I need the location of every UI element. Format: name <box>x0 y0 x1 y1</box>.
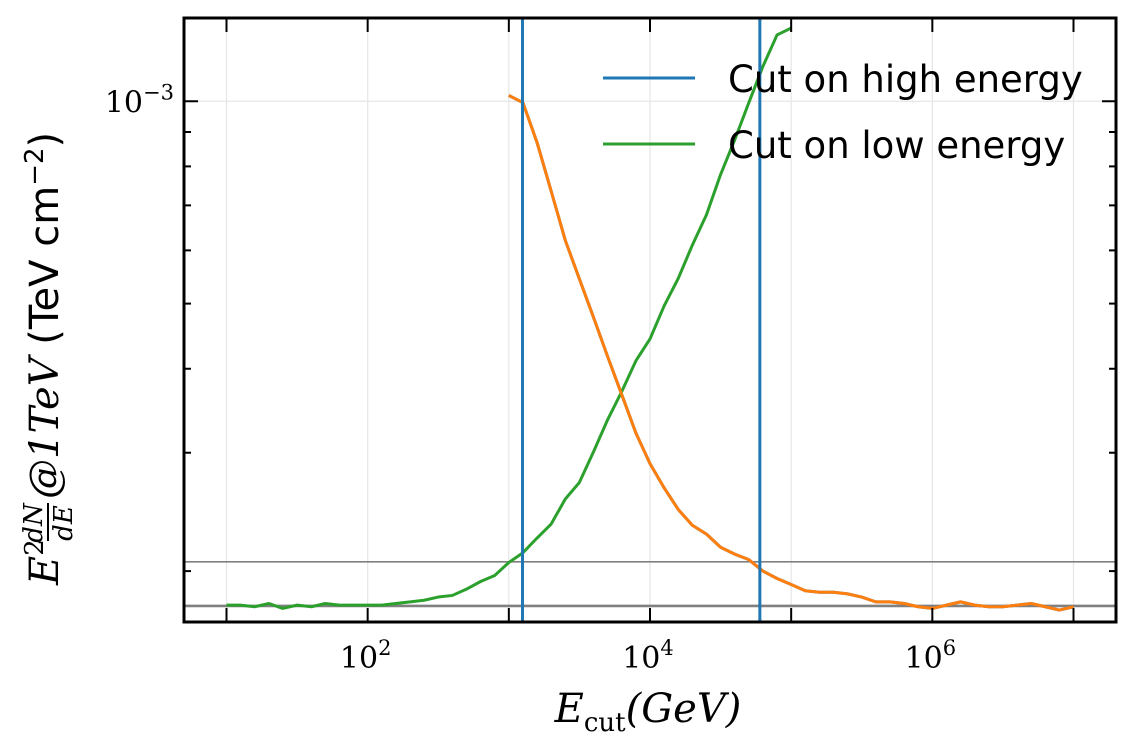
svg-text:E2: E2 <box>20 539 68 586</box>
legend-label-high: Cut on high energy <box>728 58 1083 101</box>
legend: Cut on high energy Cut on low energy <box>603 58 1083 167</box>
y-tick-label-base: 10 <box>105 85 143 120</box>
series-line-2 <box>508 94 1074 612</box>
x-tick-label-base: 10 <box>622 641 660 676</box>
x-axis-label-subscript: cut <box>584 708 626 738</box>
y-axis-label-frac-num: dN <box>19 502 49 543</box>
y-tick-label-exponent: −3 <box>143 80 174 104</box>
y-axis-label-superscript: 2 <box>20 539 50 556</box>
x-axis-label: Ecut(GeV) <box>554 686 742 738</box>
series-line-1 <box>226 26 792 610</box>
series-lines <box>226 26 1074 612</box>
x-tick-label-exponent: 4 <box>660 636 673 660</box>
x-tick-label: 102 <box>340 636 392 676</box>
y-axis-label: E2 dN dE @1TeV (TeV cm−2) <box>19 132 79 586</box>
x-tick-label-base: 10 <box>340 641 378 676</box>
legend-label-low: Cut on low energy <box>728 124 1065 167</box>
axis-ticks <box>184 18 1116 622</box>
x-tick-label-base: 10 <box>905 641 943 676</box>
grid <box>184 18 1116 622</box>
x-tick-label: 106 <box>905 636 957 676</box>
y-axis-label-frac-den: dE <box>49 505 79 541</box>
vertical-cut-lines <box>521 18 762 622</box>
y-tick-label: 10−3 <box>105 80 174 120</box>
x-tick-label-exponent: 2 <box>378 636 391 660</box>
x-tick-label: 104 <box>622 636 674 676</box>
svg-text:@1TeV (TeV cm−2): @1TeV (TeV cm−2) <box>20 132 68 499</box>
x-tick-label-exponent: 6 <box>943 636 956 660</box>
